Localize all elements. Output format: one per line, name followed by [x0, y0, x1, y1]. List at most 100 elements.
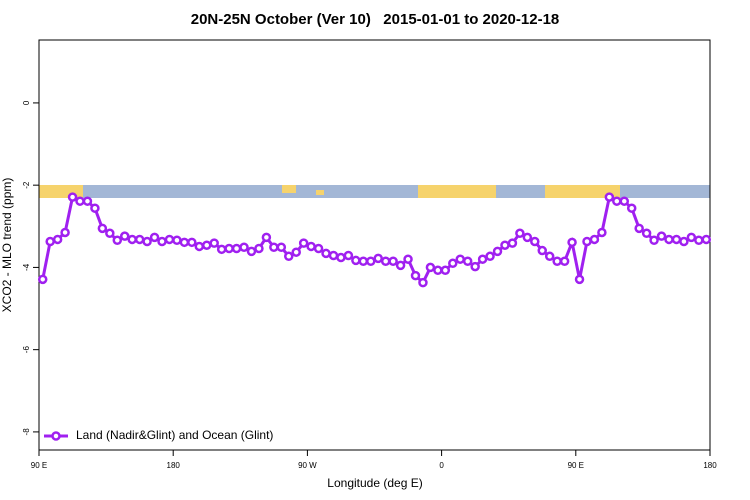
x-tick-label: 90 E: [31, 461, 47, 470]
point: [455, 254, 465, 264]
point: [254, 243, 264, 254]
point: [582, 236, 592, 247]
y-tick-label: 0: [22, 100, 31, 105]
point: [694, 235, 704, 246]
point: [589, 234, 600, 245]
point: [194, 241, 205, 252]
point: [60, 227, 70, 238]
x-tick-label: 90 E: [568, 461, 584, 470]
point: [75, 196, 85, 206]
point: [604, 192, 615, 202]
y-tick-label: -6: [22, 346, 31, 354]
map-strip: [39, 185, 710, 198]
point: [649, 235, 659, 246]
chart-title: 20N-25N October (Ver 10) 2015-01-01 to 2…: [191, 11, 560, 28]
point: [679, 236, 689, 247]
point: [134, 234, 145, 245]
point: [574, 274, 585, 285]
point: [112, 235, 123, 246]
point: [67, 192, 78, 202]
y-tick-label: -2: [22, 181, 31, 189]
point: [433, 265, 443, 276]
point: [515, 228, 525, 239]
point: [641, 228, 652, 239]
point: [313, 243, 324, 254]
point: [172, 235, 182, 246]
point: [522, 232, 533, 243]
point: [321, 248, 331, 259]
x-tick-label: 180: [703, 461, 717, 470]
point: [626, 203, 637, 213]
point: [567, 237, 577, 248]
point: [619, 196, 630, 206]
point: [544, 251, 555, 262]
point: [418, 277, 428, 288]
point: [500, 240, 510, 250]
point: [559, 256, 570, 266]
point: [373, 253, 383, 264]
point: [537, 245, 547, 256]
point: [634, 223, 644, 234]
point: [52, 234, 63, 245]
point: [202, 240, 212, 250]
point: [179, 237, 190, 248]
point: [440, 265, 451, 276]
point: [351, 255, 361, 266]
x-axis-label: Longitude (deg E): [327, 476, 422, 490]
point: [306, 241, 316, 252]
point: [388, 256, 398, 266]
y-tick-label: -8: [22, 428, 31, 436]
legend-label: Land (Nadir&Glint) and Ocean (Glint): [76, 428, 273, 442]
y-axis-label: XCO2 - MLO trend (ppm): [0, 178, 14, 313]
point: [90, 203, 100, 213]
point: [328, 250, 339, 261]
point: [336, 252, 346, 263]
point: [597, 227, 607, 238]
point: [470, 261, 480, 272]
point: [142, 236, 152, 247]
point: [261, 232, 272, 243]
point: [231, 243, 242, 254]
point: [119, 231, 130, 241]
point: [448, 258, 458, 269]
point: [656, 231, 667, 241]
point: [477, 254, 488, 264]
point: [686, 232, 697, 243]
point: [425, 262, 436, 273]
point: [149, 232, 160, 243]
x-tick-label: 90 W: [298, 461, 317, 470]
plot-frame: [38, 39, 711, 451]
point: [701, 234, 712, 245]
x-tick-label: 180: [167, 461, 181, 470]
point: [276, 242, 287, 253]
point: [224, 243, 234, 254]
point: [462, 256, 473, 266]
point: [343, 250, 354, 261]
point: [664, 234, 674, 245]
point: [284, 251, 294, 262]
point: [403, 254, 413, 264]
y-tick-label: -4: [22, 263, 31, 271]
point: [246, 246, 257, 257]
point: [552, 256, 562, 266]
point: [127, 234, 137, 245]
point: [209, 238, 219, 248]
point: [216, 244, 227, 255]
legend-marker: [51, 431, 61, 441]
point: [298, 238, 309, 248]
point: [105, 228, 115, 239]
point: [37, 274, 48, 285]
point: [358, 256, 369, 266]
x-tick-label: 0: [439, 461, 444, 470]
point: [507, 238, 518, 248]
point: [530, 236, 540, 247]
point: [671, 234, 682, 245]
point: [492, 246, 503, 257]
point: [97, 223, 108, 234]
point: [269, 242, 279, 253]
point: [239, 242, 249, 253]
point: [410, 270, 421, 281]
point: [485, 251, 495, 262]
point: [45, 236, 55, 247]
